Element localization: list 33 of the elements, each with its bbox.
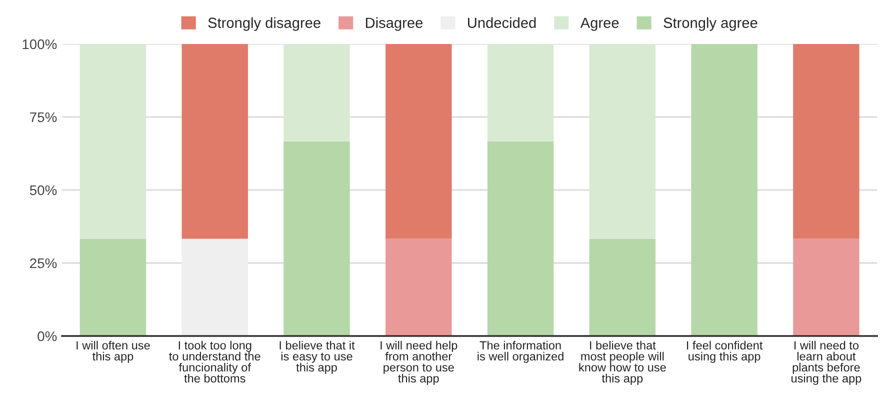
x-tick-label: I will need help from another person to use this app — [380, 340, 458, 385]
bar — [284, 44, 350, 142]
x-tick-label: I took too long to understand the funcionality of the bottoms — [169, 340, 260, 383]
legend-label: Strongly agree — [664, 17, 758, 31]
y-tick-label: 100% — [22, 39, 57, 50]
bar — [793, 238, 860, 336]
legend-label: Agree — [580, 18, 619, 31]
x-tick-label: I will need to learn about plants before using the app — [792, 340, 862, 385]
bar — [80, 44, 146, 239]
bar — [487, 141, 554, 336]
bar — [589, 238, 656, 336]
x-tick-label: I will often use this app — [76, 340, 150, 363]
bar — [80, 238, 146, 336]
y-tick-label: 50% — [30, 185, 57, 196]
legend-label: Disagree — [366, 17, 422, 31]
bar — [182, 44, 248, 239]
x-tick-label: I believe that most people will know how to use this app — [579, 340, 666, 385]
y-tick-label: 75% — [30, 112, 57, 122]
bar — [284, 141, 350, 336]
x-tick-label: The information is well organized — [478, 340, 564, 363]
x-tick-label: I believe that it is easy to use this app — [280, 340, 355, 374]
bar — [487, 44, 554, 142]
bar — [182, 238, 248, 336]
bar — [793, 44, 860, 239]
legend-label: Undecided — [468, 17, 536, 28]
y-tick-label: 25% — [30, 258, 57, 268]
bar — [386, 44, 452, 239]
bar — [386, 238, 452, 336]
bar — [691, 44, 758, 336]
bar — [589, 44, 656, 239]
y-tick-label: 0% — [38, 331, 57, 342]
x-tick-label: I feel confident using this app — [687, 340, 763, 363]
legend-label: Strongly disagree — [208, 17, 320, 31]
